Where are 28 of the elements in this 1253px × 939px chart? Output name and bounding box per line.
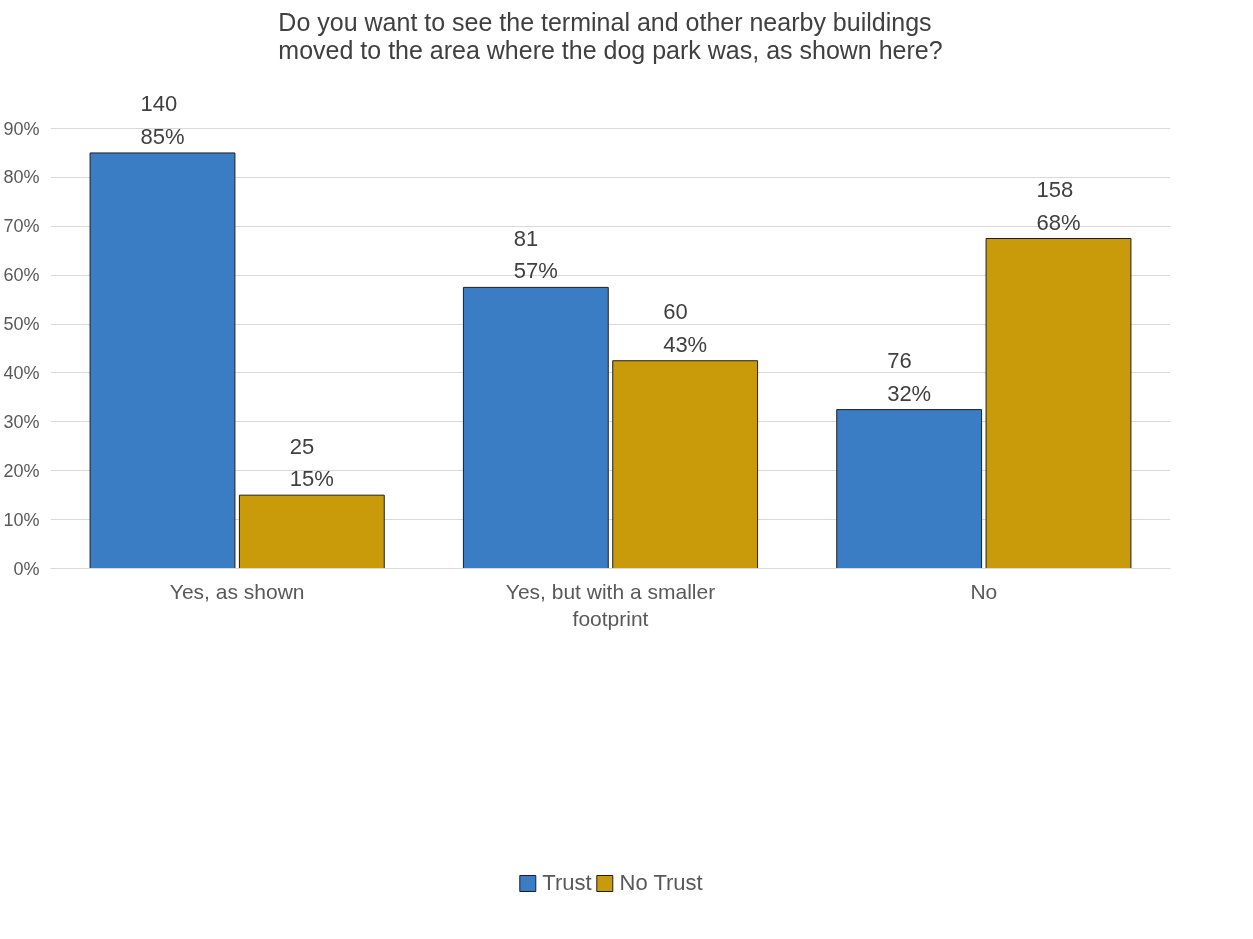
bar (89, 152, 236, 569)
y-tick-label: 10% (3, 509, 40, 530)
x-tick-label: Yes, but with a smaller footprint (505, 579, 716, 631)
bar (985, 238, 1132, 569)
bar (612, 360, 759, 569)
data-label: 25 15% (289, 433, 334, 492)
data-label: 140 85% (140, 91, 185, 149)
bar (462, 286, 609, 569)
data-label: 60 43% (663, 299, 708, 357)
legend-label: No Trust (619, 870, 703, 896)
y-tick-label: 20% (3, 460, 40, 481)
chart-title: Do you want to see the terminal and other nearby buildings moved to the area where the dog park was, as shown here? (278, 7, 943, 64)
y-tick-label: 40% (3, 362, 40, 383)
data-label: 76 32% (887, 348, 932, 406)
y-tick-label: 80% (3, 167, 40, 188)
x-tick-label: Yes, as shown (169, 579, 305, 603)
y-tick-label: 70% (3, 216, 40, 237)
x-tick-label: No (970, 579, 998, 603)
y-tick-label: 90% (3, 118, 40, 139)
y-tick-label: 0% (13, 558, 40, 579)
y-tick-label: 30% (3, 411, 40, 432)
y-tick-label: 50% (3, 314, 40, 335)
legend-label: Trust (542, 870, 592, 896)
data-label: 158 68% (1036, 177, 1081, 235)
bar (836, 409, 983, 569)
y-tick-label: 60% (3, 265, 40, 286)
bar (238, 494, 385, 569)
data-label: 81 57% (513, 225, 558, 284)
